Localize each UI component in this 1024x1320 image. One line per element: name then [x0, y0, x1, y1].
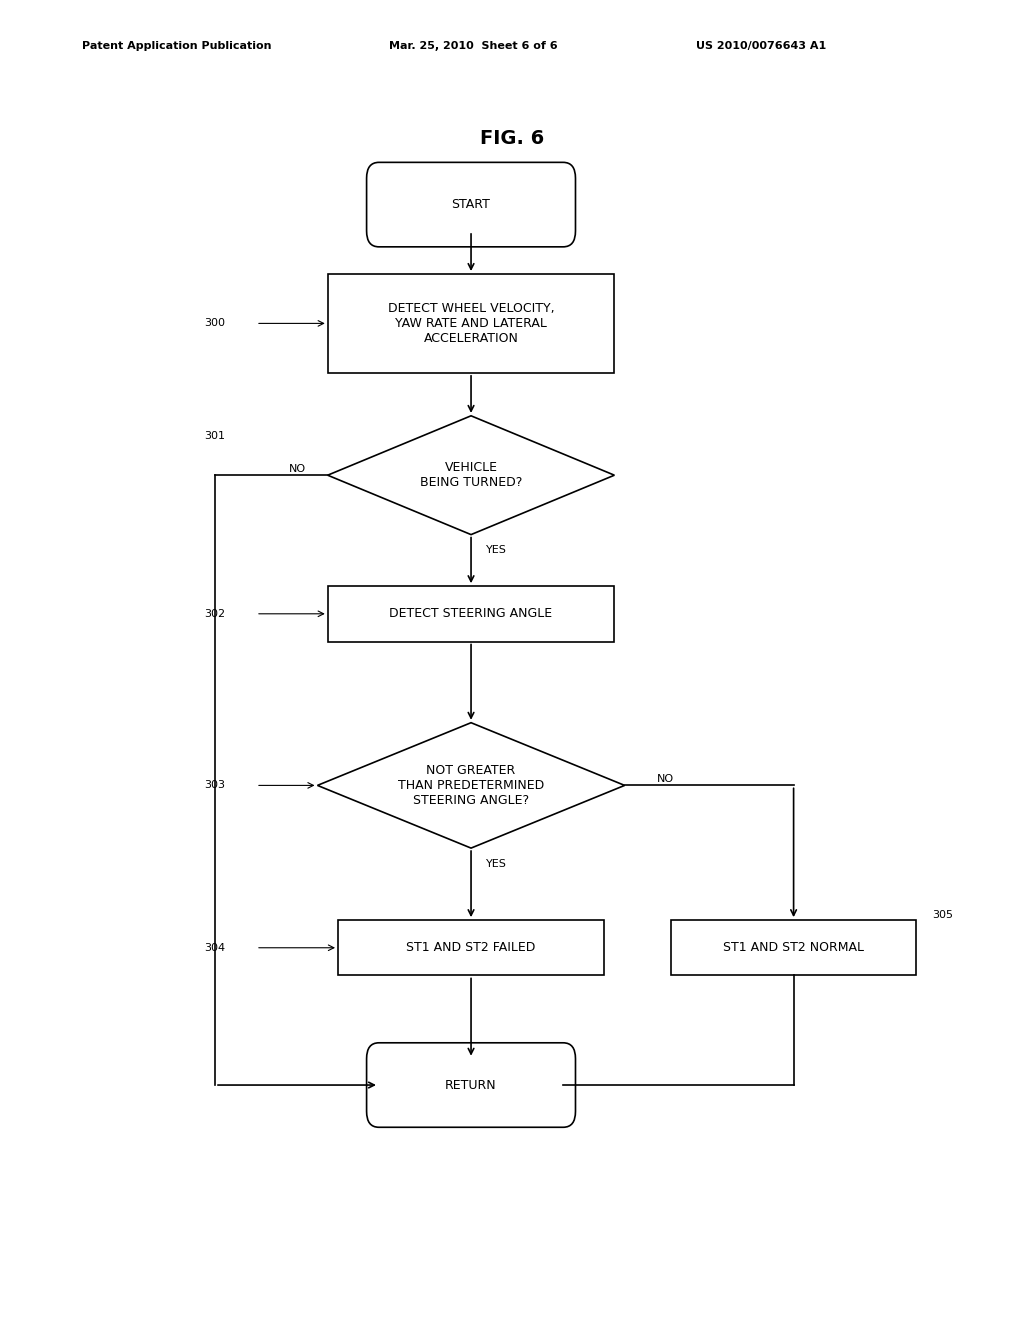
Text: YES: YES — [486, 859, 507, 869]
FancyBboxPatch shape — [367, 162, 575, 247]
Text: DETECT STEERING ANGLE: DETECT STEERING ANGLE — [389, 607, 553, 620]
FancyBboxPatch shape — [328, 586, 614, 642]
Text: ST1 AND ST2 NORMAL: ST1 AND ST2 NORMAL — [723, 941, 864, 954]
Text: US 2010/0076643 A1: US 2010/0076643 A1 — [696, 41, 826, 51]
Text: Mar. 25, 2010  Sheet 6 of 6: Mar. 25, 2010 Sheet 6 of 6 — [389, 41, 558, 51]
Text: 301: 301 — [204, 430, 225, 441]
Text: 300: 300 — [204, 318, 225, 329]
Text: RETURN: RETURN — [445, 1078, 497, 1092]
Text: NOT GREATER
THAN PREDETERMINED
STEERING ANGLE?: NOT GREATER THAN PREDETERMINED STEERING … — [398, 764, 544, 807]
FancyBboxPatch shape — [367, 1043, 575, 1127]
FancyBboxPatch shape — [338, 920, 604, 975]
Text: NO: NO — [289, 463, 305, 474]
Text: 302: 302 — [204, 609, 225, 619]
Text: FIG. 6: FIG. 6 — [480, 129, 544, 148]
Text: 304: 304 — [204, 942, 225, 953]
FancyBboxPatch shape — [328, 275, 614, 372]
Text: NO: NO — [657, 774, 674, 784]
Text: 303: 303 — [204, 780, 225, 791]
Text: START: START — [452, 198, 490, 211]
Text: ST1 AND ST2 FAILED: ST1 AND ST2 FAILED — [407, 941, 536, 954]
Text: YES: YES — [486, 545, 507, 556]
Polygon shape — [328, 416, 614, 535]
Text: 305: 305 — [932, 909, 953, 920]
FancyBboxPatch shape — [671, 920, 916, 975]
Text: DETECT WHEEL VELOCITY,
YAW RATE AND LATERAL
ACCELERATION: DETECT WHEEL VELOCITY, YAW RATE AND LATE… — [388, 302, 554, 345]
Polygon shape — [317, 722, 625, 847]
Text: Patent Application Publication: Patent Application Publication — [82, 41, 271, 51]
Text: VEHICLE
BEING TURNED?: VEHICLE BEING TURNED? — [420, 461, 522, 490]
